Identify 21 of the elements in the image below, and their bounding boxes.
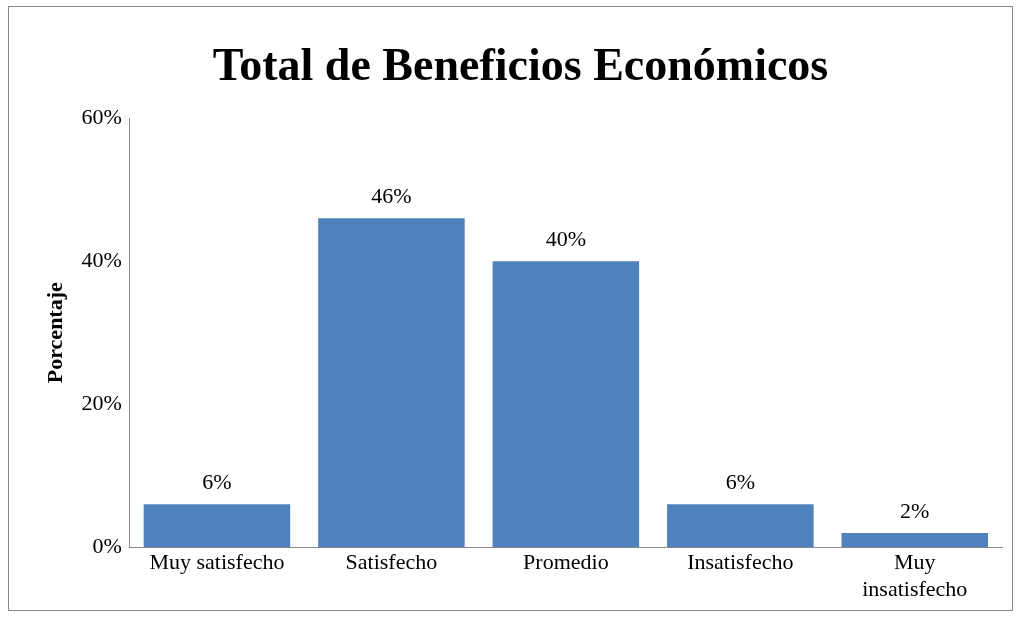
y-tick-label: 20% xyxy=(81,389,122,415)
chart-title: Total de Beneficios Económicos xyxy=(212,39,829,91)
y-tick-label: 60% xyxy=(81,103,122,129)
bar xyxy=(143,504,291,548)
data-label: 40% xyxy=(545,225,587,251)
x-tick-label: Muy satisfecho xyxy=(149,549,285,575)
data-label: 2% xyxy=(900,497,930,523)
x-tick-label: Satisfecho xyxy=(345,549,438,575)
x-tick-label: Insatisfecho xyxy=(687,549,794,575)
bar xyxy=(492,261,640,548)
y-tick-label: 0% xyxy=(92,532,122,558)
y-tick-label: 40% xyxy=(81,246,122,272)
data-label: 46% xyxy=(371,183,412,209)
bar xyxy=(841,532,989,548)
data-label: 6% xyxy=(725,469,755,495)
bar xyxy=(318,218,465,548)
x-tick-label: Muy insatisfecho xyxy=(862,549,968,601)
y-axis-title: Porcentaje xyxy=(41,281,67,384)
bar xyxy=(667,504,814,548)
data-label: 6% xyxy=(202,469,232,495)
x-tick-label: Promedio xyxy=(523,549,609,575)
